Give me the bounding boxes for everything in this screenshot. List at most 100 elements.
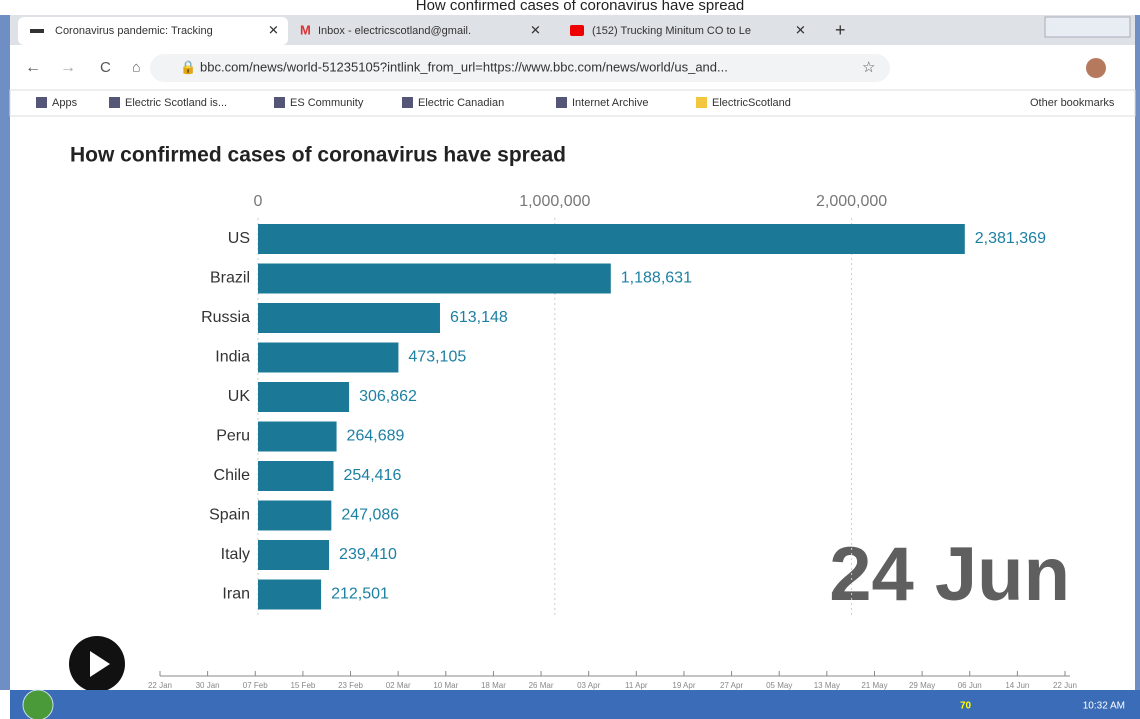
- bookmark[interactable]: ElectricScotland: [712, 97, 791, 109]
- bookmark-icon: [109, 97, 120, 108]
- home-button[interactable]: ⌂: [132, 59, 140, 75]
- taskbar: [10, 690, 1140, 719]
- value-label: 254,416: [344, 467, 402, 484]
- category-label: Chile: [214, 467, 251, 484]
- category-label: US: [228, 230, 250, 247]
- window-frame: [1135, 15, 1140, 690]
- caption: How confirmed cases of coronavirus have …: [416, 0, 745, 14]
- timeline-label: 10 Mar: [433, 681, 458, 690]
- gmail-icon: M: [300, 22, 311, 37]
- bar: [258, 540, 330, 570]
- value-label: 2,381,369: [975, 230, 1046, 247]
- timeline-label: 18 Mar: [481, 681, 506, 690]
- timeline-label: 06 Jun: [958, 681, 982, 690]
- bar: [258, 421, 337, 452]
- tab-title[interactable]: (152) Trucking Minitum CO to Le: [592, 25, 751, 37]
- bookmark-icon: [556, 97, 567, 108]
- category-label: Peru: [216, 428, 250, 445]
- clock: 10:32 AM: [1083, 701, 1125, 712]
- reload-button[interactable]: C: [100, 59, 111, 76]
- timeline-label: 14 Jun: [1005, 681, 1029, 690]
- category-label: India: [215, 349, 250, 366]
- category-label: Brazil: [210, 270, 250, 287]
- bookmark[interactable]: Electric Scotland is...: [125, 97, 227, 109]
- value-label: 1,188,631: [621, 270, 692, 287]
- forward-button[interactable]: →: [60, 59, 76, 76]
- timeline-label: 03 Apr: [577, 681, 600, 690]
- timeline-label: 22 Jan: [148, 681, 172, 690]
- timeline-label: 22 Jun: [1053, 681, 1077, 690]
- bar: [258, 382, 350, 412]
- address-text[interactable]: bbc.com/news/world-51235105?intlink_from…: [200, 59, 728, 74]
- timeline-label: 15 Feb: [290, 681, 315, 690]
- bar: [258, 461, 334, 491]
- bookmark[interactable]: Other bookmarks: [1030, 97, 1115, 109]
- lock-icon: 🔒: [180, 59, 196, 74]
- tab-title[interactable]: Coronavirus pandemic: Tracking: [55, 25, 213, 37]
- active-tab[interactable]: [18, 17, 288, 45]
- new-tab[interactable]: +: [835, 20, 846, 40]
- date-annotation: 24 Jun: [829, 532, 1070, 617]
- timeline-label: 13 May: [814, 681, 840, 690]
- value-label: 247,086: [341, 507, 399, 524]
- bookmark-star[interactable]: ☆: [862, 59, 875, 76]
- timeline-label: 11 Apr: [625, 681, 648, 690]
- value-label: 306,862: [359, 388, 417, 405]
- value-label: 473,105: [408, 349, 466, 366]
- temperature: 70: [960, 701, 972, 712]
- back-button[interactable]: ←: [25, 59, 41, 76]
- window-controls[interactable]: [1044, 16, 1131, 38]
- timeline-label: 07 Feb: [243, 681, 268, 690]
- bar: [258, 342, 399, 373]
- window-frame: [0, 15, 10, 690]
- bookmark-icon: [402, 97, 413, 108]
- timeline-label: 29 May: [909, 681, 935, 690]
- bookmark-icon: [696, 97, 707, 108]
- start-button[interactable]: [22, 689, 54, 719]
- tab-title[interactable]: Inbox - electricscotland@gmail.: [318, 25, 471, 37]
- tab-close[interactable]: ✕: [795, 22, 806, 37]
- bookmark[interactable]: Internet Archive: [572, 97, 648, 109]
- category-label: Italy: [221, 546, 250, 563]
- value-label: 264,689: [347, 428, 405, 445]
- x-tick-label: 2,000,000: [816, 193, 887, 210]
- bookmark-icon: [274, 97, 285, 108]
- category-label: Russia: [201, 309, 250, 326]
- bar: [258, 263, 611, 294]
- value-label: 613,148: [450, 309, 508, 326]
- bar: [258, 303, 440, 333]
- timeline-label: 05 May: [766, 681, 792, 690]
- value-label: 239,410: [339, 546, 397, 563]
- x-tick-label: 1,000,000: [519, 193, 590, 210]
- tab-close[interactable]: ✕: [530, 22, 541, 37]
- value-label: 212,501: [331, 586, 389, 603]
- category-label: UK: [228, 388, 251, 405]
- tab-icon: [30, 29, 44, 33]
- timeline-label: 19 Apr: [672, 681, 695, 690]
- bar: [258, 224, 965, 254]
- bar: [258, 500, 332, 531]
- bar: [258, 579, 322, 610]
- bookmark-icon: [36, 97, 47, 108]
- play-icon: [90, 651, 110, 677]
- omnibox[interactable]: [150, 54, 890, 82]
- chart-title: How confirmed cases of coronavirus have …: [70, 144, 566, 167]
- bookmark[interactable]: Apps: [52, 97, 78, 109]
- profile-avatar[interactable]: [1086, 58, 1106, 78]
- x-tick-label: 0: [254, 193, 263, 210]
- bookmarks-bar: [9, 89, 1136, 117]
- tab-close[interactable]: ✕: [268, 22, 279, 37]
- timeline-label: 02 Mar: [386, 681, 411, 690]
- timeline-label: 27 Apr: [720, 681, 743, 690]
- timeline-label: 21 May: [861, 681, 887, 690]
- youtube-icon: [570, 25, 584, 36]
- timeline-label: 26 Mar: [529, 681, 554, 690]
- bookmark[interactable]: Electric Canadian: [418, 97, 504, 109]
- bookmark[interactable]: ES Community: [290, 97, 364, 109]
- timeline-label: 23 Feb: [338, 681, 363, 690]
- category-label: Iran: [222, 586, 250, 603]
- timeline-label: 30 Jan: [196, 681, 220, 690]
- category-label: Spain: [209, 507, 250, 524]
